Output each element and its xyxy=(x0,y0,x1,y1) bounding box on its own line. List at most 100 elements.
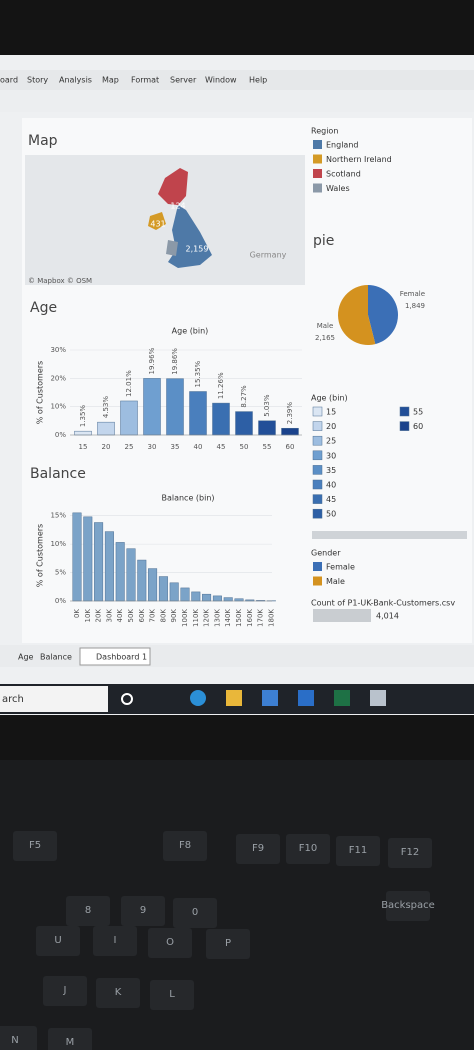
key-label: P xyxy=(225,938,231,949)
x-tick-label: 60 xyxy=(286,443,295,451)
legend-label: 40 xyxy=(326,481,336,490)
mail-icon[interactable] xyxy=(298,690,314,706)
search-text[interactable]: arch xyxy=(2,694,24,705)
menu-item[interactable]: Format xyxy=(131,76,159,85)
key-label: F11 xyxy=(349,845,367,856)
edge-icon[interactable] xyxy=(190,690,206,706)
count-value: 4,014 xyxy=(376,612,399,621)
key xyxy=(286,834,330,864)
key-label: L xyxy=(169,989,175,1000)
menu-item[interactable]: Map xyxy=(102,76,119,85)
key xyxy=(163,831,207,861)
key-label: K xyxy=(115,987,122,998)
x-tick-label: 160K xyxy=(246,609,254,627)
x-tick-label: 50K xyxy=(127,609,135,623)
legend-swatch xyxy=(313,154,322,164)
menu-bar xyxy=(0,70,474,90)
key xyxy=(236,834,280,864)
explorer-icon[interactable] xyxy=(226,690,242,706)
value-label: 19.96% xyxy=(148,347,156,374)
key xyxy=(13,831,57,861)
x-tick-label: 15 xyxy=(79,443,88,451)
x-tick-label: 25 xyxy=(125,443,134,451)
x-tick-label: 60K xyxy=(138,609,146,623)
map-label: 2,159 xyxy=(186,245,209,254)
store-icon[interactable] xyxy=(262,690,278,706)
scrollbar xyxy=(312,531,467,539)
tab[interactable]: Balance xyxy=(40,653,72,662)
key xyxy=(36,926,80,956)
x-tick-label: 35 xyxy=(171,443,180,451)
key-label: F12 xyxy=(401,847,419,858)
x-tick-label: 40 xyxy=(194,443,203,451)
key xyxy=(386,891,430,921)
legend-label: 25 xyxy=(326,437,336,446)
y-tick-label: 30% xyxy=(50,346,66,354)
tableau-icon[interactable] xyxy=(370,690,386,706)
x-tick-label: 45 xyxy=(217,443,226,451)
x-tick-label: 150K xyxy=(235,609,243,627)
legend-swatch xyxy=(312,494,323,504)
x-tick-label: 20 xyxy=(102,443,111,451)
key xyxy=(336,836,380,866)
legend-label: England xyxy=(326,141,358,150)
key xyxy=(93,926,137,956)
menu-item[interactable]: Help xyxy=(249,76,267,85)
legend-label: Northern Ireland xyxy=(326,155,392,164)
key-label: O xyxy=(166,937,174,948)
bar xyxy=(120,400,138,436)
tab[interactable]: Age xyxy=(18,653,34,662)
bar xyxy=(169,582,179,602)
legend-swatch xyxy=(313,183,322,193)
menu-item[interactable]: Server xyxy=(170,76,197,85)
key xyxy=(206,929,250,959)
x-tick-label: 130K xyxy=(213,609,221,627)
value-label: 15.35% xyxy=(194,360,202,387)
legend-swatch xyxy=(313,169,322,178)
value-label: 11.26% xyxy=(217,372,225,399)
start-icon[interactable] xyxy=(121,693,133,705)
tab[interactable]: Dashboard 1 xyxy=(96,653,147,662)
legend-label: 45 xyxy=(326,495,336,504)
bar xyxy=(258,420,276,436)
menu-item[interactable]: Analysis xyxy=(59,76,92,85)
menu-item[interactable]: Window xyxy=(205,76,237,85)
key-label: N xyxy=(11,1035,18,1046)
x-tick-label: 55 xyxy=(263,443,272,451)
bar xyxy=(158,576,168,602)
menu-item[interactable]: Story xyxy=(27,76,48,85)
menu-item[interactable]: oard xyxy=(0,76,18,85)
bar xyxy=(126,548,136,602)
key xyxy=(121,896,165,926)
excel-icon[interactable] xyxy=(334,690,350,706)
x-tick-label: 170K xyxy=(257,609,265,627)
legend-swatch xyxy=(313,576,322,586)
pie-slice xyxy=(368,285,398,345)
legend-title: Region xyxy=(311,127,338,136)
wales-shape xyxy=(166,240,178,256)
map-label: Germany xyxy=(250,251,287,260)
legend-label: 60 xyxy=(413,422,423,431)
bar xyxy=(234,598,244,602)
bar xyxy=(212,595,222,602)
search-box[interactable] xyxy=(0,686,108,712)
pie-slice xyxy=(337,285,376,346)
legend-label: 30 xyxy=(326,451,336,460)
scotland-shape xyxy=(158,168,188,205)
x-tick-label: 30 xyxy=(148,443,157,451)
bar xyxy=(104,531,114,602)
legend-swatch xyxy=(312,421,323,431)
bar xyxy=(137,559,147,602)
key-label: F8 xyxy=(179,840,191,851)
key-label: I xyxy=(114,935,117,946)
legend-label: 35 xyxy=(326,466,336,475)
key-label: Backspace xyxy=(381,900,435,911)
value-label: 19.86% xyxy=(171,348,179,375)
legend-label: 20 xyxy=(326,422,336,431)
bar xyxy=(97,421,115,436)
northern-ireland-shape xyxy=(148,212,166,230)
bar xyxy=(166,378,184,436)
chart-title: Age xyxy=(30,300,57,316)
legend-label: Male xyxy=(326,577,345,586)
active-tab[interactable] xyxy=(79,647,151,666)
